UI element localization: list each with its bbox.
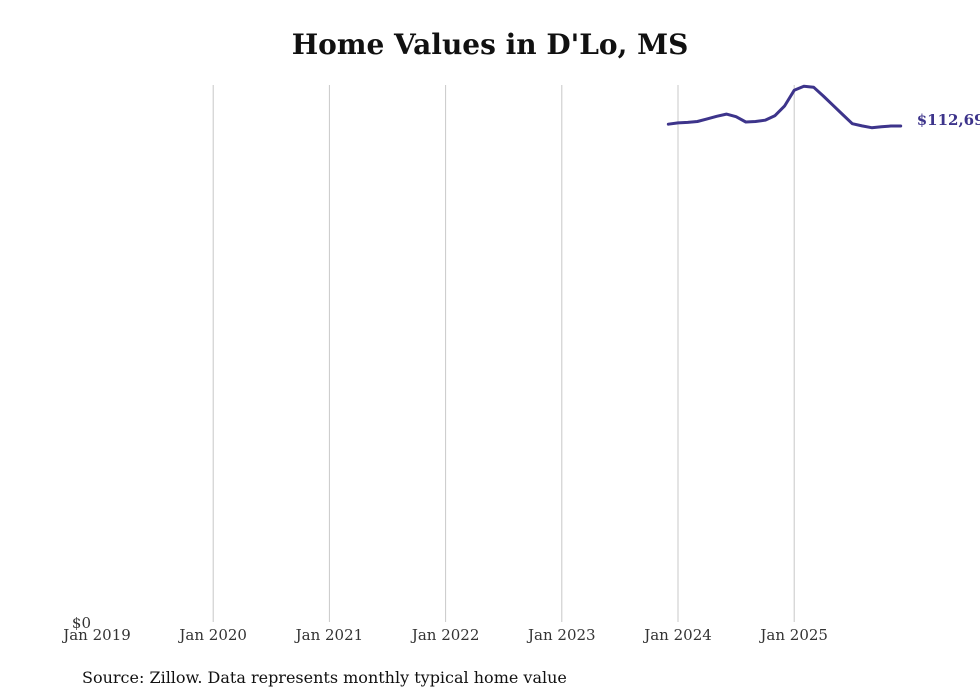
series-line — [666, 84, 903, 130]
end-value-label: $112,690 — [917, 111, 980, 129]
chart-title: Home Values in D'Lo, MS — [291, 28, 689, 61]
x-tick-label: Jan 2025 — [758, 626, 828, 644]
x-tick-label: Jan 2023 — [526, 626, 596, 644]
source-note: Source: Zillow. Data represents monthly … — [82, 668, 567, 687]
x-tick-label: Jan 2022 — [410, 626, 480, 644]
x-tick-label: Jan 2021 — [294, 626, 364, 644]
x-tick-label: Jan 2020 — [177, 626, 247, 644]
x-tick-label: Jan 2019 — [61, 626, 131, 644]
x-tick-label: Jan 2024 — [642, 626, 712, 644]
y-tick-label: $0 — [72, 614, 91, 632]
